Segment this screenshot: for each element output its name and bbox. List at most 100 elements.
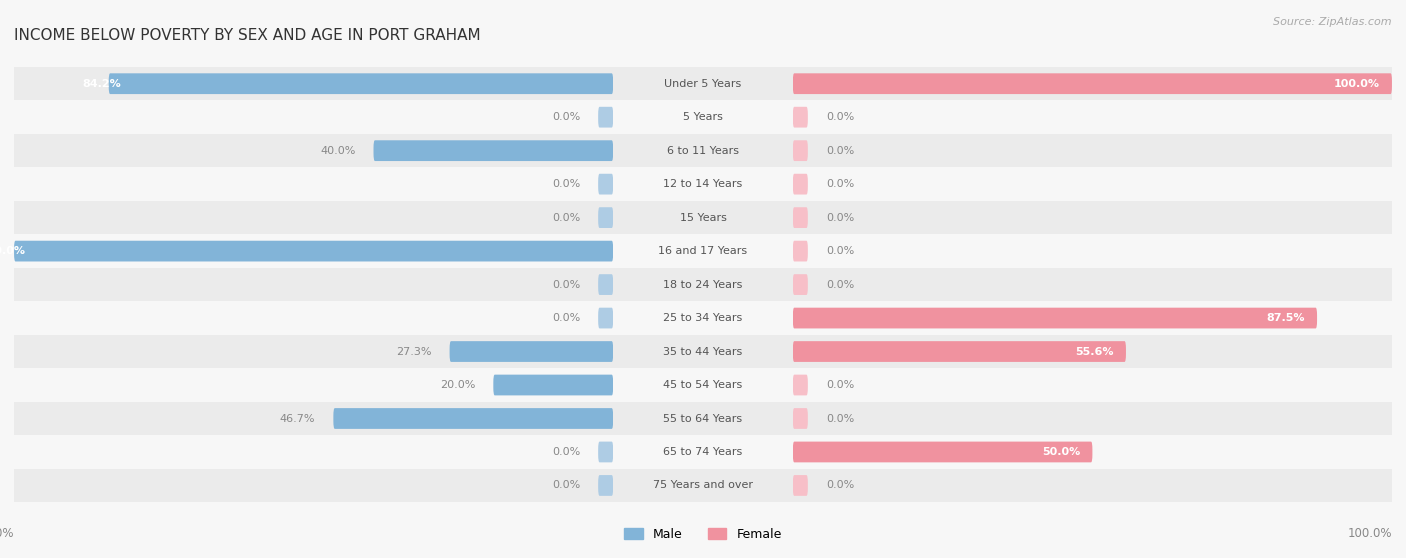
Bar	[613, 234, 793, 268]
Text: 100.0%: 100.0%	[1347, 527, 1392, 540]
Text: 0.0%: 0.0%	[825, 213, 853, 223]
Text: 6 to 11 Years: 6 to 11 Years	[666, 146, 740, 156]
FancyBboxPatch shape	[793, 174, 808, 195]
Text: 5 Years: 5 Years	[683, 112, 723, 122]
Bar	[14, 134, 613, 167]
Bar	[613, 268, 793, 301]
FancyBboxPatch shape	[793, 475, 808, 496]
Bar	[14, 301, 613, 335]
Bar	[793, 268, 1392, 301]
Text: 0.0%: 0.0%	[825, 280, 853, 290]
Text: 100.0%: 100.0%	[0, 527, 14, 540]
Text: 0.0%: 0.0%	[825, 112, 853, 122]
Text: 18 to 24 Years: 18 to 24 Years	[664, 280, 742, 290]
Bar	[14, 100, 613, 134]
Text: 0.0%: 0.0%	[553, 480, 581, 490]
Text: 50.0%: 50.0%	[1042, 447, 1080, 457]
Bar	[613, 335, 793, 368]
FancyBboxPatch shape	[598, 174, 613, 195]
Bar	[793, 469, 1392, 502]
Text: 40.0%: 40.0%	[321, 146, 356, 156]
Text: 0.0%: 0.0%	[825, 480, 853, 490]
Text: 46.7%: 46.7%	[280, 413, 315, 424]
Text: 0.0%: 0.0%	[825, 380, 853, 390]
Text: 0.0%: 0.0%	[553, 280, 581, 290]
FancyBboxPatch shape	[333, 408, 613, 429]
FancyBboxPatch shape	[793, 207, 808, 228]
FancyBboxPatch shape	[450, 341, 613, 362]
FancyBboxPatch shape	[598, 207, 613, 228]
FancyBboxPatch shape	[793, 140, 808, 161]
FancyBboxPatch shape	[598, 441, 613, 463]
FancyBboxPatch shape	[494, 374, 613, 396]
FancyBboxPatch shape	[793, 274, 808, 295]
Bar	[14, 201, 613, 234]
Text: 75 Years and over: 75 Years and over	[652, 480, 754, 490]
FancyBboxPatch shape	[598, 107, 613, 128]
Bar	[613, 167, 793, 201]
Text: 0.0%: 0.0%	[825, 146, 853, 156]
Text: 84.2%: 84.2%	[82, 79, 121, 89]
Bar	[613, 67, 793, 100]
Text: 0.0%: 0.0%	[825, 413, 853, 424]
Text: 0.0%: 0.0%	[825, 246, 853, 256]
Text: 100.0%: 100.0%	[1334, 79, 1379, 89]
Bar	[14, 234, 613, 268]
Bar	[14, 435, 613, 469]
Bar	[793, 435, 1392, 469]
Bar	[613, 368, 793, 402]
Legend: Male, Female: Male, Female	[619, 523, 787, 546]
Text: Under 5 Years: Under 5 Years	[665, 79, 741, 89]
Bar	[613, 201, 793, 234]
Bar	[793, 402, 1392, 435]
Text: 0.0%: 0.0%	[553, 213, 581, 223]
Text: 0.0%: 0.0%	[825, 179, 853, 189]
Bar	[613, 402, 793, 435]
FancyBboxPatch shape	[793, 408, 808, 429]
FancyBboxPatch shape	[793, 341, 1126, 362]
Text: Source: ZipAtlas.com: Source: ZipAtlas.com	[1274, 17, 1392, 27]
Bar	[613, 134, 793, 167]
Bar	[793, 100, 1392, 134]
Text: 87.5%: 87.5%	[1267, 313, 1305, 323]
Text: 15 Years: 15 Years	[679, 213, 727, 223]
Bar	[14, 167, 613, 201]
FancyBboxPatch shape	[108, 73, 613, 94]
FancyBboxPatch shape	[598, 307, 613, 329]
Bar	[14, 402, 613, 435]
Text: 45 to 54 Years: 45 to 54 Years	[664, 380, 742, 390]
FancyBboxPatch shape	[598, 475, 613, 496]
Bar	[793, 167, 1392, 201]
Bar	[14, 469, 613, 502]
Bar	[613, 435, 793, 469]
Text: 16 and 17 Years: 16 and 17 Years	[658, 246, 748, 256]
Bar	[793, 335, 1392, 368]
Text: 27.3%: 27.3%	[396, 347, 432, 357]
FancyBboxPatch shape	[598, 274, 613, 295]
Text: 0.0%: 0.0%	[553, 313, 581, 323]
Bar	[793, 134, 1392, 167]
Bar	[14, 368, 613, 402]
Bar	[14, 67, 613, 100]
FancyBboxPatch shape	[793, 374, 808, 396]
Bar	[793, 368, 1392, 402]
FancyBboxPatch shape	[793, 107, 808, 128]
FancyBboxPatch shape	[793, 73, 1392, 94]
Bar	[613, 100, 793, 134]
Text: 20.0%: 20.0%	[440, 380, 475, 390]
Text: INCOME BELOW POVERTY BY SEX AND AGE IN PORT GRAHAM: INCOME BELOW POVERTY BY SEX AND AGE IN P…	[14, 28, 481, 43]
Text: 12 to 14 Years: 12 to 14 Years	[664, 179, 742, 189]
Text: 0.0%: 0.0%	[553, 179, 581, 189]
Text: 0.0%: 0.0%	[553, 447, 581, 457]
Text: 55.6%: 55.6%	[1076, 347, 1114, 357]
Bar	[793, 234, 1392, 268]
Text: 65 to 74 Years: 65 to 74 Years	[664, 447, 742, 457]
Text: 55 to 64 Years: 55 to 64 Years	[664, 413, 742, 424]
Bar	[14, 268, 613, 301]
FancyBboxPatch shape	[793, 240, 808, 262]
Bar	[613, 469, 793, 502]
Text: 100.0%: 100.0%	[0, 246, 27, 256]
Bar	[14, 335, 613, 368]
FancyBboxPatch shape	[374, 140, 613, 161]
FancyBboxPatch shape	[14, 240, 613, 262]
